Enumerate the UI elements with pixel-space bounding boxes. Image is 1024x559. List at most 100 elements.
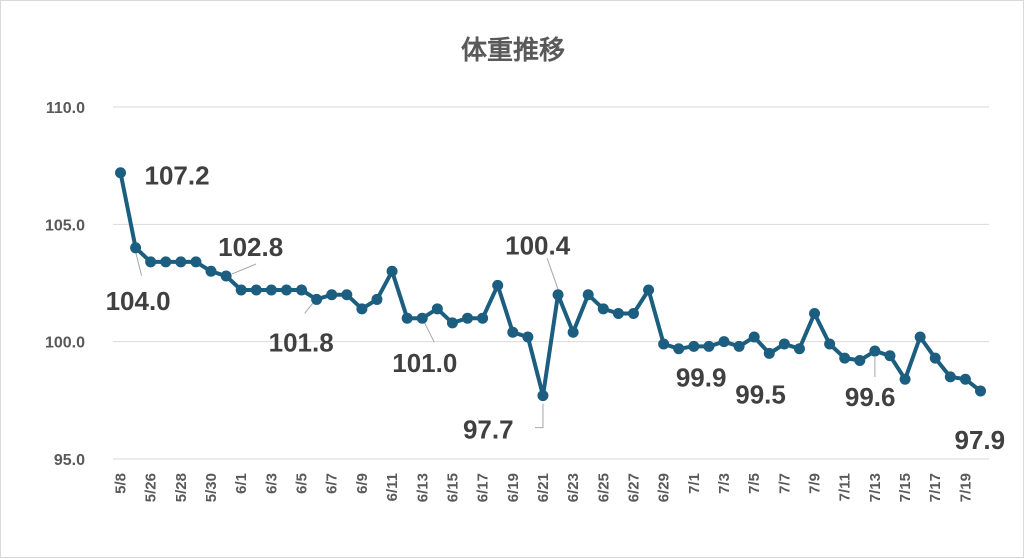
data-point — [824, 338, 836, 350]
data-point — [643, 284, 655, 296]
data-point — [492, 279, 504, 291]
data-point — [854, 354, 866, 366]
data-point — [356, 303, 368, 315]
weight-series — [115, 167, 986, 402]
x-tick-label: 6/21 — [535, 473, 552, 502]
data-point — [914, 331, 926, 343]
series-line — [118, 172, 982, 398]
data-point — [130, 242, 142, 254]
data-point — [280, 284, 292, 296]
x-tick-label: 6/3 — [263, 473, 280, 494]
x-tick-label: 6/5 — [294, 473, 311, 494]
data-label: 104.0 — [106, 286, 171, 316]
data-point — [507, 326, 519, 338]
data-point — [235, 284, 247, 296]
data-point — [733, 340, 745, 352]
x-axis-ticks: 5/8 5/26 5/28 5/30 6/1 6/3 6/5 6/7 6/9 6/11 6/13 6/… — [113, 473, 975, 502]
data-point — [115, 167, 126, 179]
x-tick-label: 6/25 — [595, 473, 612, 502]
x-tick-label: 6/13 — [414, 473, 431, 502]
data-label: 99.5 — [735, 379, 786, 409]
y-axis-ticks: 95.0 100.0 105.0 110.0 — [45, 100, 85, 469]
data-point — [884, 350, 896, 362]
x-tick-label: 6/23 — [565, 473, 582, 502]
data-point — [658, 338, 670, 350]
y-tick-label: 110.0 — [46, 100, 85, 117]
data-label: 102.8 — [218, 232, 283, 262]
data-point — [839, 352, 851, 364]
data-point — [944, 371, 956, 383]
data-point — [703, 340, 715, 352]
data-point — [205, 265, 217, 277]
data-point — [627, 308, 639, 320]
x-tick-label: 7/19 — [957, 473, 974, 502]
x-tick-label: 6/19 — [505, 473, 522, 502]
data-point — [597, 303, 609, 315]
chart-title: 体重推移 — [461, 36, 565, 66]
x-tick-label: 7/5 — [746, 473, 763, 494]
label-leader-line — [304, 303, 314, 314]
data-point — [929, 352, 941, 364]
x-tick-label: 7/13 — [867, 473, 884, 502]
data-point — [688, 340, 700, 352]
data-point — [446, 317, 458, 329]
data-point — [809, 308, 821, 320]
data-point — [371, 293, 383, 305]
data-point — [401, 312, 413, 324]
y-tick-label: 100.0 — [45, 335, 85, 352]
label-leader-line — [423, 321, 435, 343]
data-point — [522, 331, 534, 343]
y-tick-label: 105.0 — [45, 217, 85, 234]
data-point — [296, 284, 308, 296]
data-point — [763, 347, 775, 359]
data-point — [160, 256, 172, 268]
data-point — [431, 303, 443, 315]
data-point — [582, 289, 594, 301]
x-tick-label: 5/8 — [113, 473, 130, 494]
data-point — [416, 312, 428, 324]
label-leader-line — [135, 251, 143, 276]
x-tick-label: 7/3 — [716, 473, 733, 494]
data-point — [778, 338, 790, 350]
x-tick-label: 7/7 — [776, 473, 793, 494]
data-point — [462, 312, 474, 324]
data-label: 107.2 — [145, 161, 210, 191]
data-label: 97.9 — [955, 425, 1006, 455]
data-point — [341, 289, 353, 301]
x-tick-label: 6/11 — [384, 473, 401, 501]
x-tick-label: 5/30 — [203, 473, 220, 502]
x-tick-label: 5/26 — [143, 473, 160, 502]
data-point — [190, 256, 202, 268]
data-point — [975, 385, 986, 397]
data-label: 99.6 — [845, 382, 896, 412]
x-tick-label: 6/29 — [656, 473, 673, 502]
data-point — [145, 256, 157, 268]
data-label: 101.0 — [392, 348, 457, 378]
x-tick-label: 7/9 — [807, 473, 824, 494]
data-label: 97.7 — [463, 415, 514, 445]
data-point — [537, 390, 549, 402]
data-point — [311, 293, 323, 305]
x-tick-label: 6/9 — [354, 473, 371, 494]
data-point — [673, 343, 685, 355]
x-tick-label: 7/1 — [686, 473, 703, 494]
x-tick-label: 7/17 — [927, 473, 944, 502]
label-leader-line — [534, 403, 544, 429]
data-labels: 107.2 104.0 102.8 101.8 101.0 97.7 100.4 99.9 99… — [106, 161, 1006, 455]
data-point — [265, 284, 277, 296]
x-tick-label: 6/7 — [324, 473, 341, 494]
data-point — [869, 345, 881, 357]
x-tick-label: 7/15 — [897, 473, 914, 502]
data-point — [748, 331, 760, 343]
data-point — [220, 270, 232, 282]
data-point — [386, 265, 398, 277]
data-point — [175, 256, 187, 268]
data-point — [567, 326, 579, 338]
x-tick-label: 7/11 — [837, 473, 854, 501]
data-label: 100.4 — [505, 230, 571, 260]
x-tick-label: 6/27 — [625, 473, 642, 502]
data-point — [718, 336, 730, 348]
data-point — [612, 308, 624, 320]
